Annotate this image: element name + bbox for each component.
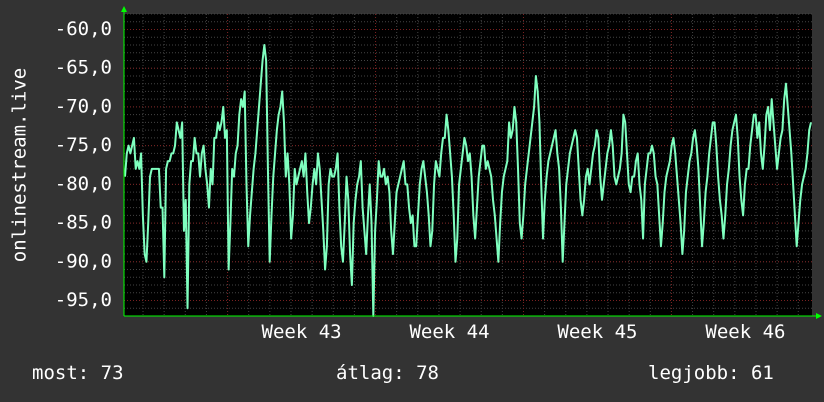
y-tick-label: -60,0 — [55, 18, 112, 40]
x-tick-label: Week 43 — [262, 321, 342, 343]
best-value: legjobb: 61 — [648, 362, 774, 384]
y-tick-label: -70,0 — [55, 95, 112, 117]
axes — [121, 6, 822, 319]
x-axis-ticks: Week 43 Week 44 Week 45 Week 46 — [262, 321, 786, 343]
y-axis-ticks: -60,0 -65,0 -70,0 -75,0 -80,0 -85,0 -90,0 -95,0 — [55, 18, 112, 311]
y-tick-label: -95,0 — [55, 289, 112, 311]
x-axis-arrow — [816, 313, 822, 319]
y-axis-label: onlinestream.live — [9, 68, 31, 262]
y-axis-arrow — [121, 6, 127, 12]
y-tick-label: -65,0 — [55, 57, 112, 79]
series-layer — [124, 43, 812, 317]
series-line — [124, 43, 812, 317]
y-tick-label: -75,0 — [55, 134, 112, 156]
grid — [124, 13, 812, 317]
current-value: most: 73 — [32, 362, 124, 384]
y-tick-label: -80,0 — [55, 173, 112, 195]
y-tick-label: -85,0 — [55, 212, 112, 234]
x-tick-label: Week 44 — [409, 321, 489, 343]
x-tick-label: Week 46 — [705, 321, 785, 343]
y-tick-label: -90,0 — [55, 250, 112, 272]
x-tick-label: Week 45 — [557, 321, 637, 343]
average-value: átlag: 78 — [336, 362, 439, 384]
